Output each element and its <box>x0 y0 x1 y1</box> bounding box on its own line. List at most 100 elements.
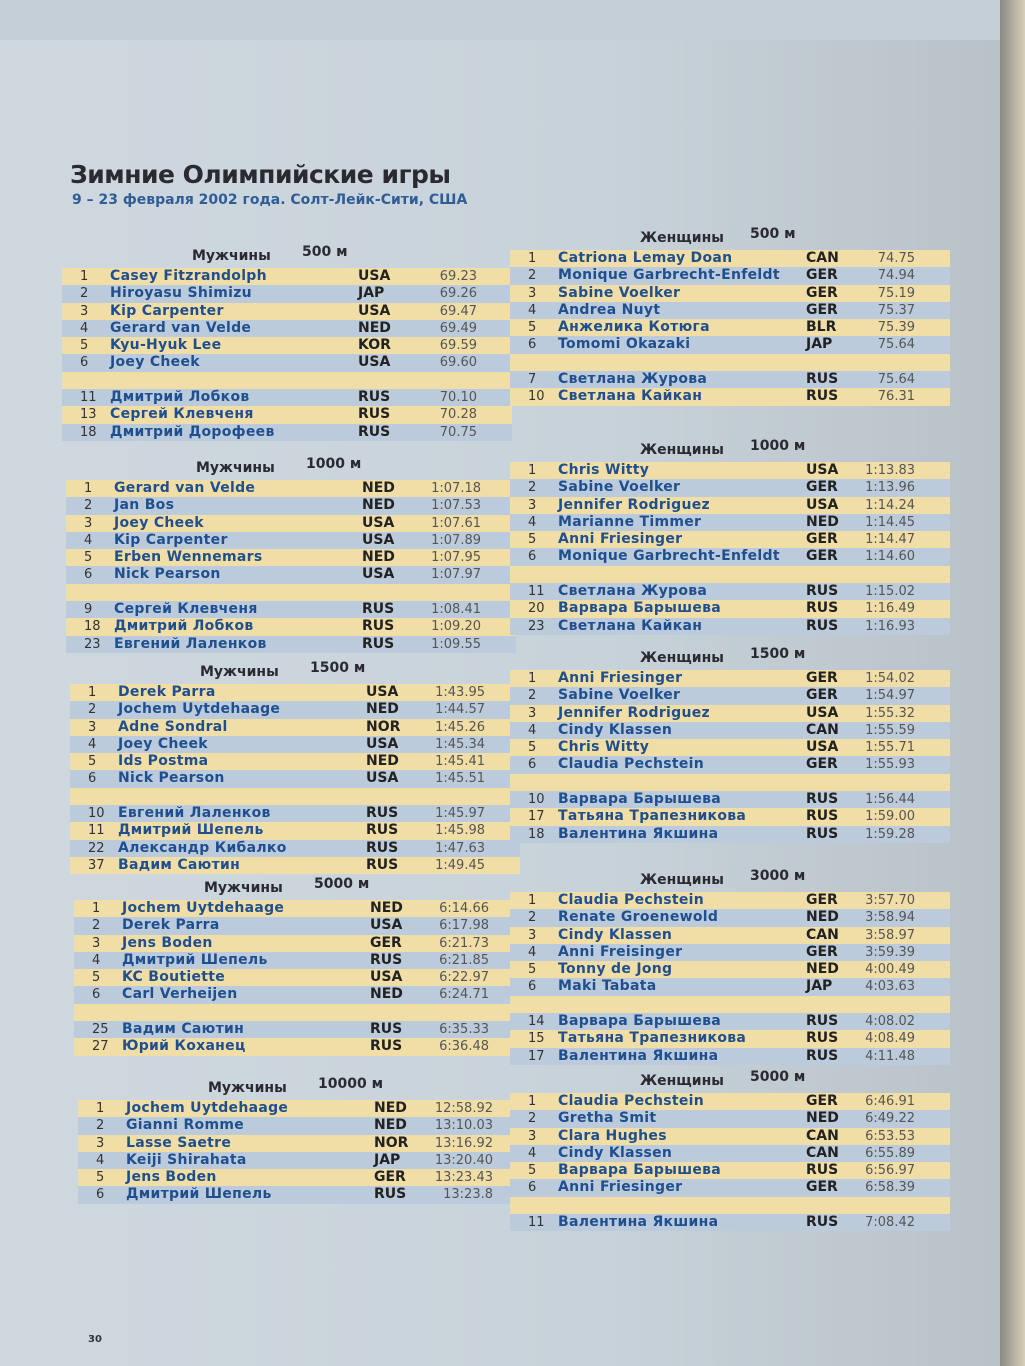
country: JAP <box>358 285 385 302</box>
time: 6:56.97 <box>865 1163 915 1179</box>
time: 4:00.49 <box>865 962 915 978</box>
country: RUS <box>806 1162 839 1179</box>
rank: 6 <box>84 567 93 583</box>
rank: 15 <box>528 1031 545 1047</box>
country: GER <box>806 548 838 565</box>
table-row: 6 Monique Garbrecht-Enfeldt GER 1:14.60 <box>510 548 950 566</box>
athlete-name: Jochem Uytdehaage <box>118 701 281 718</box>
athlete-name: Светлана Журова <box>558 371 708 388</box>
rank: 27 <box>92 1039 109 1055</box>
rank: 11 <box>528 584 545 600</box>
country: RUS <box>806 1047 839 1064</box>
country: RUS <box>370 1021 403 1038</box>
table-row: 2 Gianni Romme NED 13:10.03 <box>78 1117 528 1135</box>
rank: 4 <box>88 736 97 752</box>
rank: 1 <box>528 1094 537 1109</box>
rank: 4 <box>84 532 93 548</box>
rank: 2 <box>528 480 537 496</box>
rank: 6 <box>92 987 101 1003</box>
country: RUS <box>806 600 839 617</box>
country: GER <box>806 267 838 284</box>
rank: 4 <box>96 1152 105 1168</box>
table-row: 6 Дмитрий Шепель RUS 13:23.8 <box>78 1186 528 1204</box>
athlete-name: Юрий Коханец <box>122 1038 246 1055</box>
athlete-name: Варвара Барышева <box>558 791 722 808</box>
table-row: 18 Валентина Якшина RUS 1:59.28 <box>510 825 950 843</box>
athlete-name: Sabine Voelker <box>558 479 681 496</box>
country: GER <box>806 756 838 773</box>
rank: 1 <box>96 1101 105 1116</box>
country: GER <box>806 943 838 960</box>
time: 6:35.33 <box>439 1022 489 1038</box>
table-row: 3 Lasse Saetre NOR 13:16.92 <box>78 1134 528 1152</box>
page-subtitle: 9 – 23 февраля 2002 года. Солт-Лейк-Сити… <box>72 192 468 208</box>
country: USA <box>358 268 391 284</box>
athlete-name: Claudia Pechstein <box>558 1093 705 1109</box>
table-row: 1 Jochem Uytdehaage NED 12:58.92 <box>78 1100 528 1118</box>
athlete-name: Kip Carpenter <box>114 531 228 548</box>
time: 1:45.98 <box>435 823 485 839</box>
distance-label: 500 м <box>302 244 348 260</box>
table-row: 10 Светлана Кайкан RUS 76.31 <box>510 388 950 406</box>
table-row: 18 Дмитрий Лобков RUS 1:09.20 <box>66 618 516 636</box>
distance-label: 1000 м <box>750 438 806 454</box>
country: JAP <box>806 978 833 995</box>
country: NED <box>806 513 839 530</box>
athlete-name: Tomomi Okazaki <box>558 336 691 353</box>
rank: 37 <box>88 857 105 873</box>
table-row: 9 Сергей Клевченя RUS 1:08.41 <box>66 601 516 619</box>
time: 1:45.97 <box>435 806 485 822</box>
country: USA <box>806 704 839 721</box>
table-row: 5 KC Boutiette USA 6:22.97 <box>74 969 524 987</box>
rank: 6 <box>80 355 89 371</box>
time: 4:08.49 <box>865 1031 915 1047</box>
country: USA <box>366 735 399 752</box>
time: 1:07.97 <box>431 567 481 583</box>
rank: 23 <box>528 618 545 634</box>
time: 1:07.89 <box>431 532 481 548</box>
results-section-women-0: Женщины 500 м 1 Catriona Lemay Doan CAN 74.75… <box>510 226 950 406</box>
time: 13:16.92 <box>434 1135 493 1151</box>
rank: 3 <box>528 927 537 943</box>
table-row: 6 Anni Friesinger GER 6:58.39 <box>510 1179 950 1197</box>
time: 6:55.89 <box>865 1145 915 1161</box>
country: GER <box>370 934 402 951</box>
table-row: 6 Nick Pearson USA 1:45.51 <box>70 770 520 788</box>
table-row: 5 Варвара Барышева RUS 6:56.97 <box>510 1162 950 1180</box>
athlete-name: Keiji Shirahata <box>126 1151 247 1168</box>
rank: 6 <box>528 757 537 773</box>
time: 1:14.24 <box>865 497 915 513</box>
country: JAP <box>374 1151 401 1168</box>
athlete-name: KC Boutiette <box>122 969 226 986</box>
country: CAN <box>806 721 839 738</box>
country: RUS <box>358 423 391 440</box>
athlete-name: Евгений Лаленков <box>114 635 267 652</box>
athlete-name: Lasse Saetre <box>126 1134 232 1151</box>
time: 69.59 <box>439 338 477 354</box>
table-row: 5 Anni Friesinger GER 1:14.47 <box>510 531 950 549</box>
country: CAN <box>806 1127 839 1144</box>
country: RUS <box>358 389 391 406</box>
rank: 18 <box>84 619 101 635</box>
country: RUS <box>806 583 839 600</box>
athlete-name: Clara Hughes <box>558 1127 667 1144</box>
time: 1:16.93 <box>865 618 915 634</box>
country: RUS <box>806 1214 839 1231</box>
country: KOR <box>358 337 391 354</box>
time: 1:07.95 <box>431 550 481 566</box>
time: 75.19 <box>877 285 915 301</box>
athlete-name: Joey Cheek <box>118 735 208 752</box>
country: RUS <box>366 839 399 856</box>
time: 1:13.96 <box>865 480 915 496</box>
table-row: 5 Kyu-Hyuk Lee KOR 69.59 <box>62 337 512 355</box>
rank: 25 <box>92 1022 109 1038</box>
section-heading: Женщины 500 м <box>510 226 950 250</box>
rank: 18 <box>528 826 545 842</box>
table-row: 7 Светлана Журова RUS 75.64 <box>510 371 950 389</box>
rank: 4 <box>528 722 537 738</box>
country: CAN <box>806 250 839 266</box>
time: 74.94 <box>877 268 915 284</box>
time: 1:14.60 <box>865 549 915 565</box>
country: GER <box>806 531 838 548</box>
table-row: 2 Renate Groenewold NED 3:58.94 <box>510 909 950 927</box>
